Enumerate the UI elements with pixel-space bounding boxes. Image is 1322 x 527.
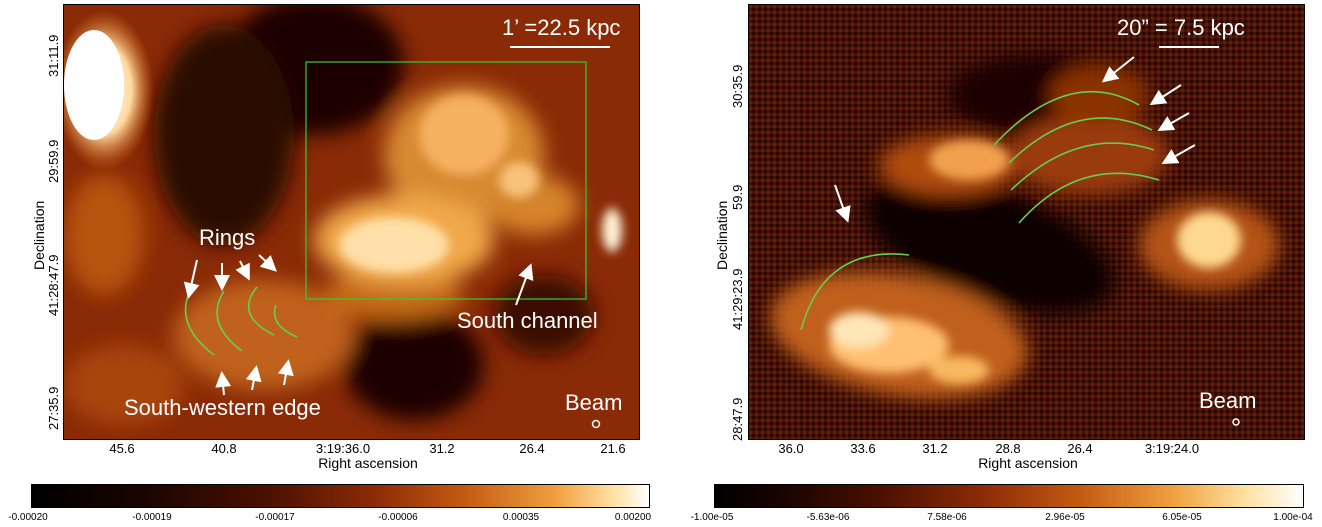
left-y-tick: 29:59.9 xyxy=(46,139,61,183)
left-colorbar xyxy=(31,484,650,508)
right-colorbar-tick: 1.00e-04 xyxy=(1273,512,1313,523)
rings-label: Rings xyxy=(199,225,256,250)
left-y-tick: 31:11.9 xyxy=(46,34,61,77)
right-x-tick: 3:19:24.0 xyxy=(1144,441,1200,456)
right-y-tick: 41:29:23.9 xyxy=(730,268,745,330)
left-radio-image: 1’ =22.5 kpc Rings South channel South-w… xyxy=(63,4,640,440)
right-beam-label: Beam xyxy=(1199,388,1257,413)
right-y-tick: 28:47.9 xyxy=(730,397,745,441)
left-beam-label: Beam xyxy=(565,390,623,415)
left-image-svg xyxy=(64,5,639,439)
beam-ellipse xyxy=(591,419,601,429)
left-colorbar-tick: -0.00020 xyxy=(8,512,48,523)
right-scale-label: 20” = 7.5 kpc xyxy=(1117,15,1245,40)
annotation-arrows xyxy=(183,254,534,396)
south-channel-label: South channel xyxy=(457,308,598,333)
right-radio-image: 20” = 7.5 kpc Beam xyxy=(748,4,1305,440)
right-colorbar-tick: 2.96e-05 xyxy=(1045,512,1085,523)
right-y-axis-label: Declination xyxy=(714,200,730,270)
right-y-tick: 30:35.9 xyxy=(730,64,745,108)
left-scale-label: 1’ =22.5 kpc xyxy=(502,15,621,40)
left-y-axis-label: Declination xyxy=(31,200,47,270)
right-colorbar xyxy=(714,484,1304,508)
right-x-axis-label: Right ascension xyxy=(978,455,1078,471)
right-x-tick: 28.8 xyxy=(995,441,1021,456)
left-x-tick: 3:19:36.0 xyxy=(315,441,371,456)
left-x-axis-label: Right ascension xyxy=(318,455,418,471)
left-y-tick: 27:35.9 xyxy=(46,386,61,430)
right-panel: Declination 30:35.9 59.9 41:29:23.9 28:4… xyxy=(690,0,1322,527)
left-y-tick: 41:28:47.9 xyxy=(46,254,61,316)
right-colorbar-tick: -1.00e-05 xyxy=(690,512,734,523)
left-colorbar-tick: 0.00200 xyxy=(614,512,652,523)
right-x-tick: 31.2 xyxy=(922,441,948,456)
left-x-tick: 40.8 xyxy=(211,441,237,456)
left-panel: Declination 31:11.9 29:59.9 41:28:47.9 2… xyxy=(0,0,660,527)
south-western-edge-label: South-western edge xyxy=(124,395,321,420)
right-x-tick: 33.6 xyxy=(850,441,876,456)
annotation-arrows-right xyxy=(834,56,1196,223)
right-colorbar-tick: -5.63e-06 xyxy=(806,512,850,523)
right-x-tick: 26.4 xyxy=(1067,441,1093,456)
right-image-svg xyxy=(749,5,1304,439)
cavity-arcs xyxy=(800,90,1160,331)
left-colorbar-tick: -0.00017 xyxy=(255,512,295,523)
right-x-tick: 36.0 xyxy=(778,441,804,456)
left-colorbar-tick: 0.00035 xyxy=(502,512,540,523)
left-colorbar-tick: -0.00019 xyxy=(132,512,172,523)
right-colorbar-tick: 7.58e-06 xyxy=(927,512,967,523)
left-x-tick: 26.4 xyxy=(519,441,545,456)
right-colorbar-tick: 6.05e-05 xyxy=(1162,512,1202,523)
zoom-region-box xyxy=(305,61,587,300)
left-colorbar-tick: -0.00006 xyxy=(378,512,418,523)
beam-ellipse-right xyxy=(1232,418,1240,426)
right-y-tick: 59.9 xyxy=(730,184,745,210)
left-x-tick: 21.6 xyxy=(600,441,626,456)
left-x-tick: 45.6 xyxy=(109,441,135,456)
left-x-tick: 31.2 xyxy=(429,441,455,456)
